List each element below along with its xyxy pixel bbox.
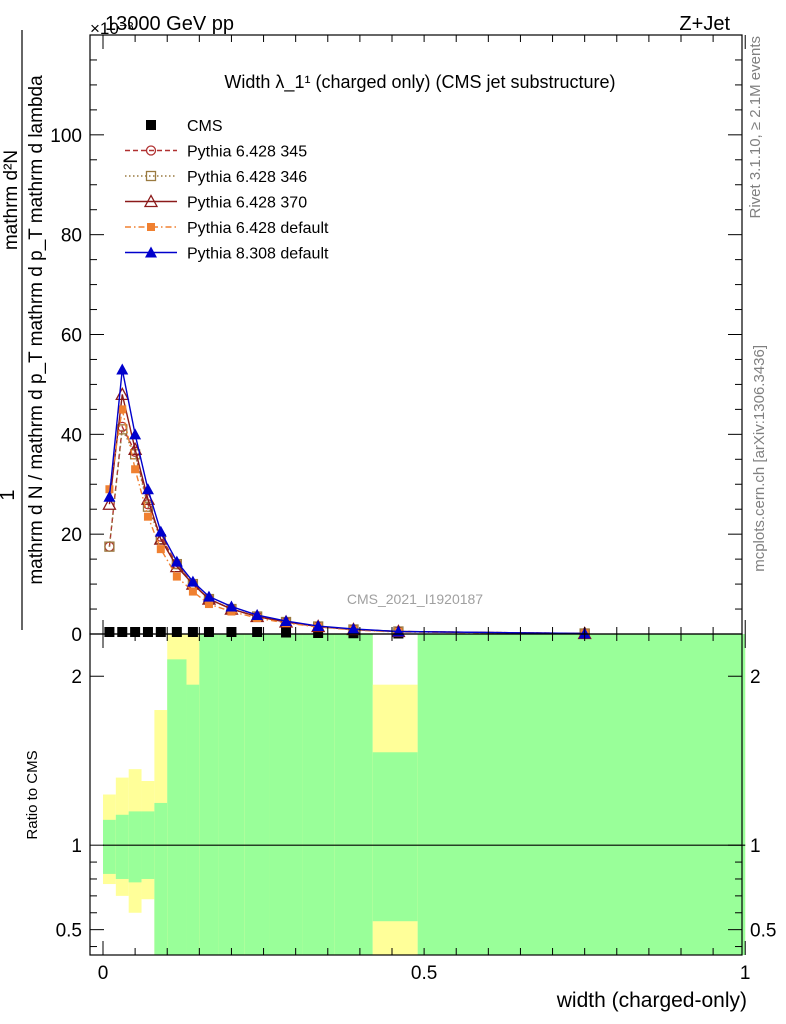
ratio-stat-band-12 <box>334 634 373 955</box>
ratio-y-tick-label: 2 <box>71 667 82 688</box>
data-point-p6def <box>105 485 114 494</box>
data-point-p8def <box>280 615 293 627</box>
ratio-stat-band-14 <box>417 634 746 955</box>
data-point-p8def <box>116 363 129 375</box>
x-axis-label: width (charged-only) <box>556 989 747 1012</box>
ratio-y-tick-label: 0.5 <box>56 921 82 942</box>
ratio-stat-band-9 <box>244 634 270 955</box>
rivet-label: Rivet 3.1.10, ≥ 2.1M events <box>747 36 764 219</box>
ratio-stat-band-13 <box>372 752 418 922</box>
legend-marker <box>145 145 157 156</box>
ratio-uncertainty-bands <box>103 634 746 955</box>
ratio-x-tick-label: 0 <box>98 963 109 984</box>
ratio-panel-frame <box>89 633 743 956</box>
y-axis-label-denominator-text: mathrm d N / mathrm d p_T mathrm d p_T m… <box>26 75 47 585</box>
data-point-p6def <box>118 405 127 414</box>
data-point-p346 <box>104 541 115 552</box>
ratio-stat-band-0 <box>103 819 116 874</box>
ratio-stat-band-4 <box>154 802 168 955</box>
data-point-p370 <box>102 496 117 510</box>
legend-marker <box>145 246 157 258</box>
header-right: Z+Jet <box>679 13 730 35</box>
data-point-p8def <box>312 620 325 632</box>
data-point-p8def <box>225 600 238 612</box>
mcplots-label: mcplots.cern.ch [arXiv:1306.3436] <box>751 345 768 572</box>
ratio-stat-band-6 <box>186 684 200 955</box>
ratio-y-tick-label-right: 1 <box>750 836 761 857</box>
data-point-cms <box>104 627 115 638</box>
data-point-cms <box>117 627 128 638</box>
data-point-cms <box>187 627 198 638</box>
data-point-p6def <box>188 587 197 596</box>
ratio-stat-band-2 <box>128 811 142 883</box>
data-point-p8def <box>170 555 183 567</box>
main-y-tick-label: 0 <box>71 625 82 646</box>
data-point-p6def <box>131 465 140 474</box>
legend-entry-p6def: Pythia 6.428 default <box>125 220 329 237</box>
legend-label: Pythia 6.428 345 <box>187 144 307 161</box>
legend: CMS Pythia 6.428 345 Pythia 6.428 346 Pythi… <box>125 118 329 263</box>
data-point-p8def <box>186 575 199 587</box>
main-y-tick-label: 80 <box>61 226 82 247</box>
ratio-stat-band-10 <box>269 634 303 955</box>
chart-title: Width λ_1¹ (charged only) (CMS jet subst… <box>224 72 615 93</box>
y-axis-label-numerator-text: mathrm d²N <box>1 150 22 250</box>
data-point-p6def <box>204 600 213 609</box>
data-point-cms <box>171 627 182 638</box>
main-y-tick-label: 60 <box>61 326 82 347</box>
data-point-p6def <box>172 572 181 581</box>
data-point-cms <box>281 627 292 638</box>
data-point-p8def <box>154 525 167 537</box>
legend-label: Pythia 6.428 346 <box>187 169 307 186</box>
header-exponent: ×10⁻³ <box>90 19 134 38</box>
legend-label: Pythia 8.308 default <box>187 246 329 263</box>
y-axis-label-numerator: 1 <box>0 489 19 500</box>
ratio-y-axis-label: Ratio to CMS <box>24 750 41 839</box>
legend-marker <box>145 170 157 182</box>
legend-marker <box>146 120 156 130</box>
legend-entry-p345: Pythia 6.428 345 <box>125 144 307 161</box>
ratio-y-tick-label-right: 2 <box>750 667 761 688</box>
legend-entry-p8def: Pythia 8.308 default <box>125 246 329 263</box>
data-point-p8def <box>251 609 264 621</box>
data-point-cms <box>142 627 153 638</box>
data-point-p8def <box>347 623 360 635</box>
data-point-cms <box>155 627 166 638</box>
data-point-p8def <box>202 590 215 602</box>
data-point-p8def <box>141 483 154 495</box>
ratio-stat-band-11 <box>302 634 335 955</box>
watermark: CMS_2021_I1920187 <box>347 591 483 607</box>
legend-label: Pythia 6.428 370 <box>187 195 307 212</box>
data-point-p8def <box>129 428 142 440</box>
data-point-p8def <box>103 490 116 502</box>
main-y-tick-label: 100 <box>50 126 82 147</box>
legend-entry-p370: Pythia 6.428 370 <box>125 194 307 212</box>
legend-marker <box>147 223 155 231</box>
ratio-stat-band-1 <box>115 814 129 879</box>
ratio-y-tick-label-right: 0.5 <box>750 921 776 942</box>
ratio-stat-band-5 <box>167 659 187 955</box>
data-point-cms <box>252 627 263 638</box>
legend-entry-cms: CMS <box>146 118 223 135</box>
ratio-y-tick-label: 1 <box>71 836 82 857</box>
legend-label: CMS <box>187 118 223 135</box>
ratio-stat-band-7 <box>199 634 219 955</box>
data-point-p6def <box>156 545 165 554</box>
series-p8def <box>103 363 591 639</box>
data-point-p346 <box>142 501 154 512</box>
legend-label: Pythia 6.428 default <box>187 220 329 237</box>
main-y-tick-label: 40 <box>61 425 82 446</box>
legend-entry-p346: Pythia 6.428 346 <box>125 169 307 186</box>
data-point-p6def <box>143 512 152 521</box>
legend-marker <box>143 194 159 208</box>
header-left: 13000 GeV pp <box>105 13 234 35</box>
data-point-cms <box>203 627 214 638</box>
ratio-stat-band-8 <box>218 634 245 955</box>
main-y-tick-label: 20 <box>61 525 82 546</box>
data-point-cms <box>313 628 324 639</box>
ratio-x-tick-label: 0.5 <box>411 963 437 984</box>
ratio-x-tick-label: 1 <box>740 963 751 984</box>
